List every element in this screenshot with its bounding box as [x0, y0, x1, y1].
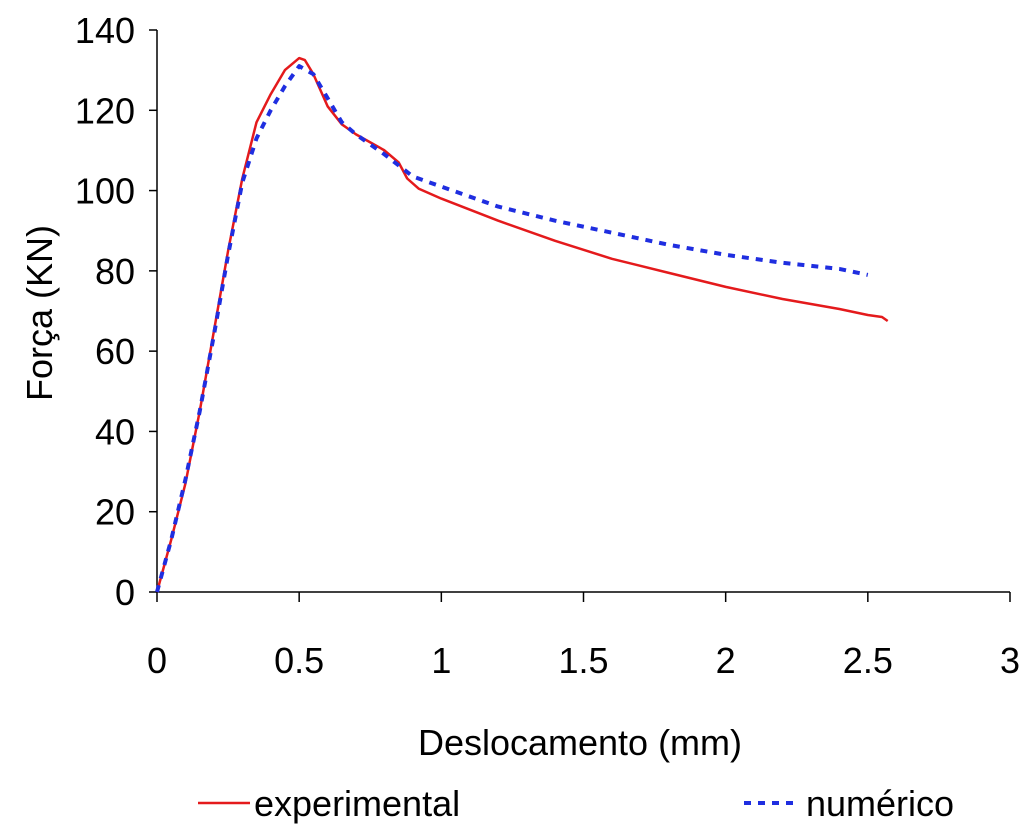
y-tick-label: 20 — [95, 492, 135, 533]
x-tick-label: 2.5 — [843, 640, 893, 681]
series-line-numerico — [155, 64, 869, 593]
y-tick-label: 120 — [75, 90, 135, 131]
legend-label-numerico: numérico — [806, 783, 954, 824]
x-tick-label: 2 — [716, 640, 736, 681]
x-tick-label: 0 — [147, 640, 167, 681]
legend: experimental numérico — [198, 783, 954, 824]
x-axis-title: Deslocamento (mm) — [418, 722, 742, 763]
y-tick-label: 80 — [95, 251, 135, 292]
x-tick-label: 3 — [1000, 640, 1020, 681]
x-tick-label: 1 — [431, 640, 451, 681]
y-axis-title: Força (KN) — [19, 225, 60, 401]
axes: 0 20 40 60 80 100 120 140 0 0.5 1 1.5 2 2.5 3 — [75, 10, 1020, 681]
x-tick-label: 1.5 — [558, 640, 608, 681]
y-tick-label: 140 — [75, 10, 135, 51]
x-tick-label: 0.5 — [274, 640, 324, 681]
plot-area — [155, 56, 889, 593]
series-line-experimental — [155, 56, 889, 593]
legend-label-experimental: experimental — [254, 783, 460, 824]
y-tick-label: 100 — [75, 171, 135, 212]
y-tick-label: 0 — [115, 572, 135, 613]
y-tick-label: 40 — [95, 411, 135, 452]
y-tick-label: 60 — [95, 331, 135, 372]
